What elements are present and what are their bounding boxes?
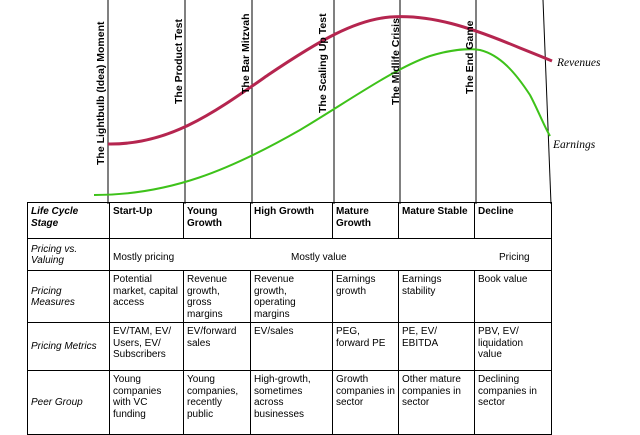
pricing-measures-row: Pricing Measures Potential market, capit…: [27, 270, 552, 323]
pricing-table: Life Cycle Stage Start-Up Young Growth H…: [27, 202, 552, 435]
pricing-vs-valuing-cell: Mostly pricing Mostly value Pricing: [109, 238, 552, 271]
table-cell: Revenue growth, operating margins: [250, 270, 333, 323]
stage-label-bar-mitzvah: The Bar Mitzvah: [240, 13, 252, 94]
table-cell: Growth companies in sector: [332, 370, 399, 435]
pricing-table-container: Life Cycle Stage Start-Up Young Growth H…: [27, 202, 552, 435]
table-cell: Declining companies in sector: [474, 370, 552, 435]
table-cell: PBV, EV/ liquidation value: [474, 322, 552, 371]
earnings-label: Earnings: [552, 139, 596, 151]
table-cell: Book value: [474, 270, 552, 323]
table-header-row: Life Cycle Stage Start-Up Young Growth H…: [27, 202, 552, 239]
pricing-vs-valuing-row: Pricing vs. Valuing Mostly pricing Mostl…: [27, 238, 552, 271]
mostly-value-text: Mostly value: [291, 252, 347, 263]
table-cell: Potential market, capital access: [109, 270, 184, 323]
col-header-mature-growth: Mature Growth: [332, 202, 399, 239]
stage-label-scaling-up: The Scaling Up Test: [317, 13, 329, 113]
stage-label-lightbulb: The Lightbulb (Idea) Moment: [95, 21, 107, 165]
row-header-pricing-metrics: Pricing Metrics: [27, 322, 110, 371]
table-cell: Revenue growth, gross margins: [183, 270, 251, 323]
revenues-label: Revenues: [556, 57, 601, 69]
row-header-pricing-vs-valuing: Pricing vs. Valuing: [27, 238, 110, 271]
col-header-start-up: Start-Up: [109, 202, 184, 239]
col-header-decline: Decline: [474, 202, 552, 239]
table-cell: EV/forward sales: [183, 322, 251, 371]
table-cell: EV/TAM, EV/ Users, EV/ Subscribers: [109, 322, 184, 371]
end-divider: [542, 0, 552, 205]
stage-label-product-test: The Product Test: [173, 19, 185, 104]
pricing-text: Pricing: [499, 252, 530, 263]
row-header-pricing-measures: Pricing Measures: [27, 270, 110, 323]
stage-label-end-game: The End Game: [464, 20, 476, 94]
table-cell: Other mature companies in sector: [398, 370, 475, 435]
col-header-high-growth: High Growth: [250, 202, 333, 239]
mostly-pricing-text: Mostly pricing: [113, 252, 175, 263]
table-cell: Earnings stability: [398, 270, 475, 323]
table-cell: PE, EV/ EBITDA: [398, 322, 475, 371]
stage-label-midlife-crisis: The Midlife Crisis: [390, 18, 402, 105]
col-header-young-growth: Young Growth: [183, 202, 251, 239]
peer-group-row: Peer Group Young companies with VC fundi…: [27, 370, 552, 435]
row-header-peer-group: Peer Group: [27, 370, 110, 435]
table-cell: EV/sales: [250, 322, 333, 371]
col-header-mature-stable: Mature Stable: [398, 202, 475, 239]
earnings-curve: [93, 48, 551, 196]
table-cell: Young companies with VC funding: [109, 370, 184, 435]
table-cell: Earnings growth: [332, 270, 399, 323]
table-cell: Young companies, recently public: [183, 370, 251, 435]
table-cell: High-growth, sometimes across businesses: [250, 370, 333, 435]
revenues-curve: [107, 15, 553, 146]
pricing-metrics-row: Pricing Metrics EV/TAM, EV/ Users, EV/ S…: [27, 322, 552, 371]
row-header-life-cycle-stage: Life Cycle Stage: [27, 202, 110, 239]
table-cell: PEG, forward PE: [332, 322, 399, 371]
